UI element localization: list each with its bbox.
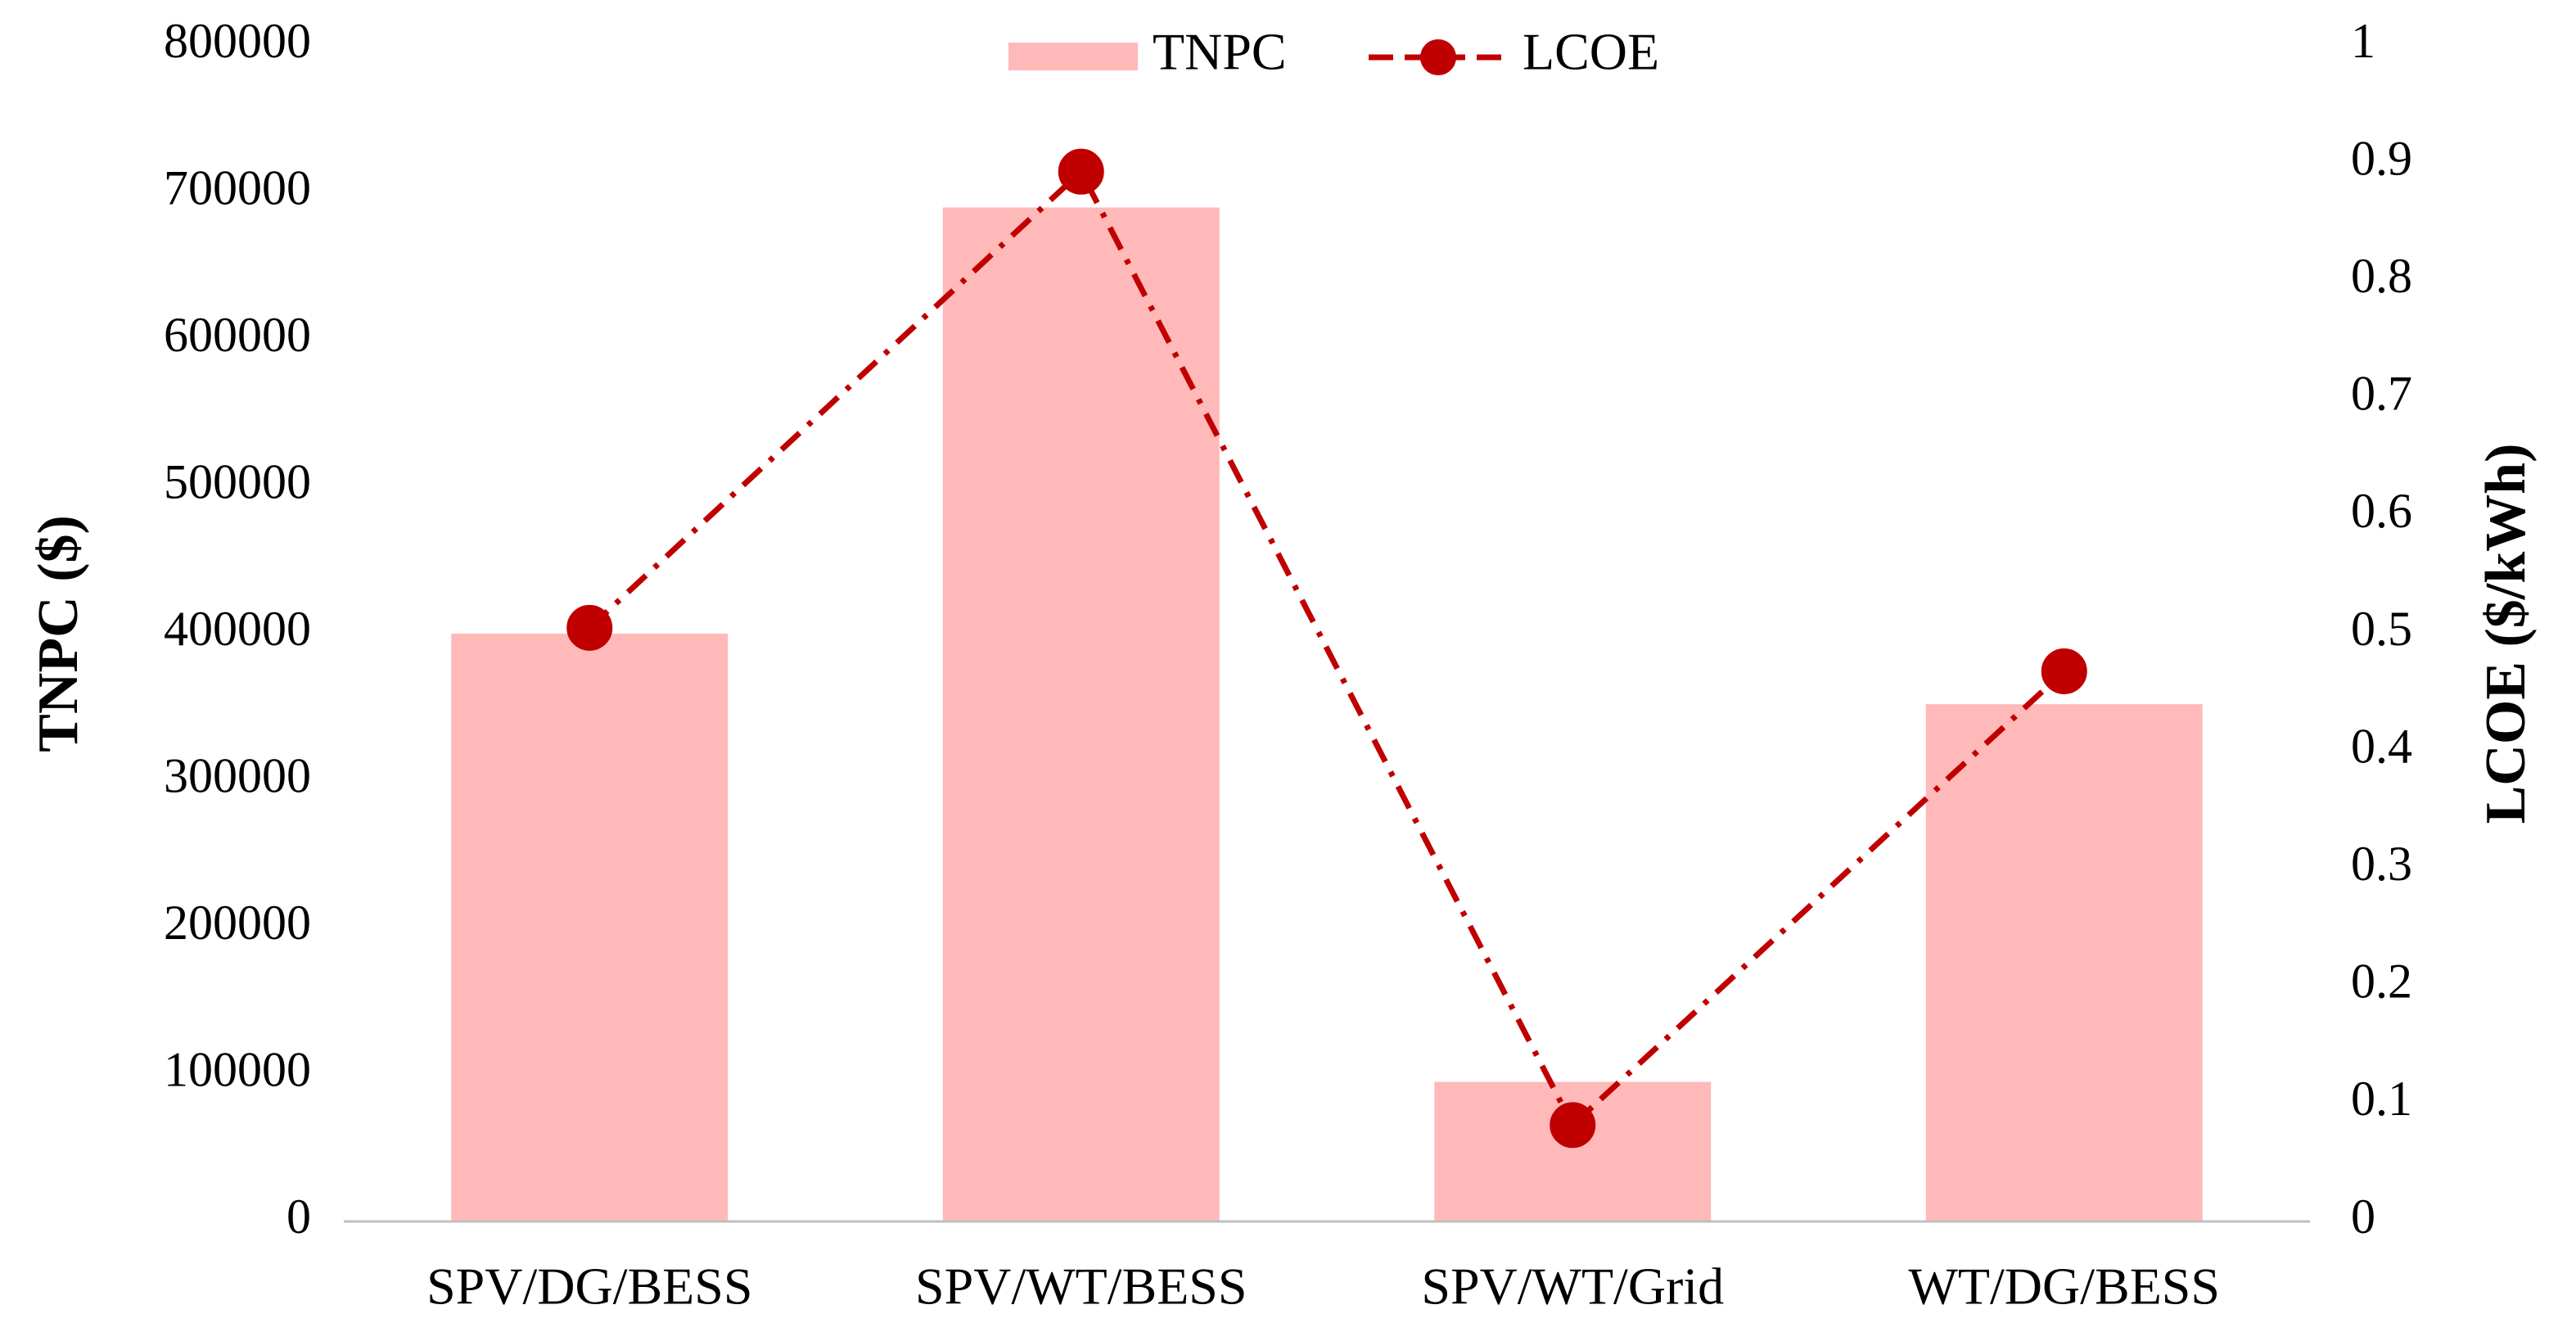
right-tick-label: 0.4 [2351, 719, 2412, 773]
left-tick-label: 300000 [164, 748, 311, 802]
lcoe-line [587, 166, 2067, 1130]
right-tick-label: 0.9 [2351, 131, 2412, 185]
tnpc-bars [451, 207, 2203, 1222]
right-axis-title: LCOE ($/kWh) [2474, 444, 2538, 824]
category-label: SPV/WT/Grid [1421, 1257, 1724, 1316]
left-tick-label: 500000 [164, 454, 311, 508]
lcoe-marker [2041, 648, 2087, 694]
right-tick-label: 0.8 [2351, 249, 2412, 303]
right-tick-label: 0.6 [2351, 484, 2412, 538]
right-tick-label: 0.5 [2351, 602, 2412, 656]
legend-lcoe-label: LCOE [1523, 23, 1659, 81]
left-axis-title: TNPC ($) [27, 515, 90, 752]
left-tick-label: 600000 [164, 308, 311, 362]
legend: TNPC LCOE [1008, 23, 1659, 81]
right-tick-label: 0 [2351, 1190, 2375, 1244]
left-tick-label: 800000 [164, 14, 311, 68]
category-label: SPV/WT/BESS [915, 1257, 1247, 1316]
tnpc-bar [942, 207, 1220, 1222]
left-tick-label: 0 [286, 1190, 311, 1244]
right-axis-ticks: 1 0.9 0.8 0.7 0.6 0.5 0.4 0.3 0.2 0.1 0 [2351, 14, 2412, 1244]
right-tick-label: 0.7 [2351, 367, 2412, 421]
right-tick-label: 0.2 [2351, 955, 2412, 1009]
tnpc-bar [451, 634, 729, 1221]
lcoe-markers [566, 148, 2087, 1149]
left-tick-label: 200000 [164, 896, 311, 950]
left-tick-label: 100000 [164, 1042, 311, 1096]
right-tick-label: 1 [2351, 14, 2375, 68]
category-label: SPV/DG/BESS [426, 1257, 752, 1316]
lcoe-marker [1058, 148, 1104, 195]
left-tick-label: 700000 [164, 160, 311, 214]
category-label: WT/DG/BESS [1909, 1257, 2220, 1316]
tnpc-bar [1925, 704, 2203, 1221]
left-axis-ticks: 800000 700000 600000 500000 400000 300000 2000… [164, 14, 311, 1244]
lcoe-marker [566, 604, 613, 651]
category-labels: SPV/DG/BESS SPV/WT/BESS SPV/WT/Grid WT/DG/B… [426, 1257, 2220, 1316]
legend-tnpc-label: TNPC [1153, 23, 1287, 81]
legend-tnpc-swatch [1008, 43, 1138, 70]
right-tick-label: 0.1 [2351, 1072, 2412, 1126]
right-tick-label: 0.3 [2351, 837, 2412, 891]
lcoe-marker [1550, 1102, 1596, 1149]
left-tick-label: 400000 [164, 602, 311, 656]
legend-lcoe-marker [1420, 39, 1456, 75]
